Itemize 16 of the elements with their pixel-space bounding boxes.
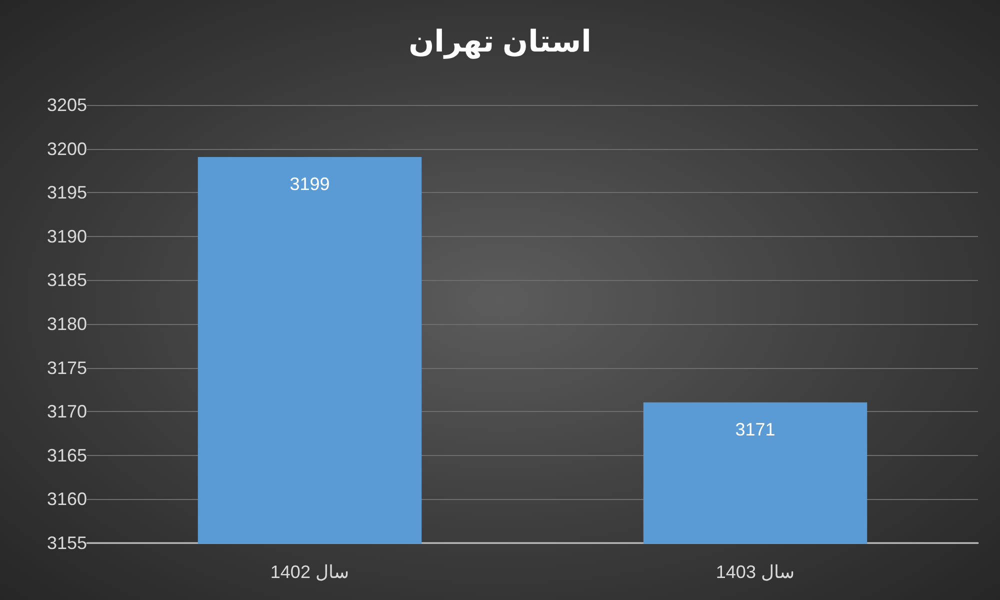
y-tick-label: 3175 xyxy=(47,358,88,378)
chart-title: استان تهران xyxy=(408,26,592,60)
y-tick-label: 3155 xyxy=(47,533,88,553)
y-tick-label: 3205 xyxy=(47,95,88,115)
y-tick-label: 3195 xyxy=(47,182,88,203)
y-tick-label: 3160 xyxy=(47,489,88,510)
y-tick-label: 3185 xyxy=(47,270,88,290)
y-tick-label: 3165 xyxy=(47,445,88,466)
x-tick-label: سال 1402 xyxy=(270,562,350,582)
y-tick-label: 3180 xyxy=(47,314,88,334)
y-tick-label: 3170 xyxy=(47,402,88,422)
data-label: 3171 xyxy=(735,419,776,440)
data-label: 3199 xyxy=(290,174,330,194)
y-tick-label: 3200 xyxy=(47,138,88,159)
x-tick-label: سال 1403 xyxy=(716,562,795,582)
y-tick-label: 3190 xyxy=(47,226,88,246)
